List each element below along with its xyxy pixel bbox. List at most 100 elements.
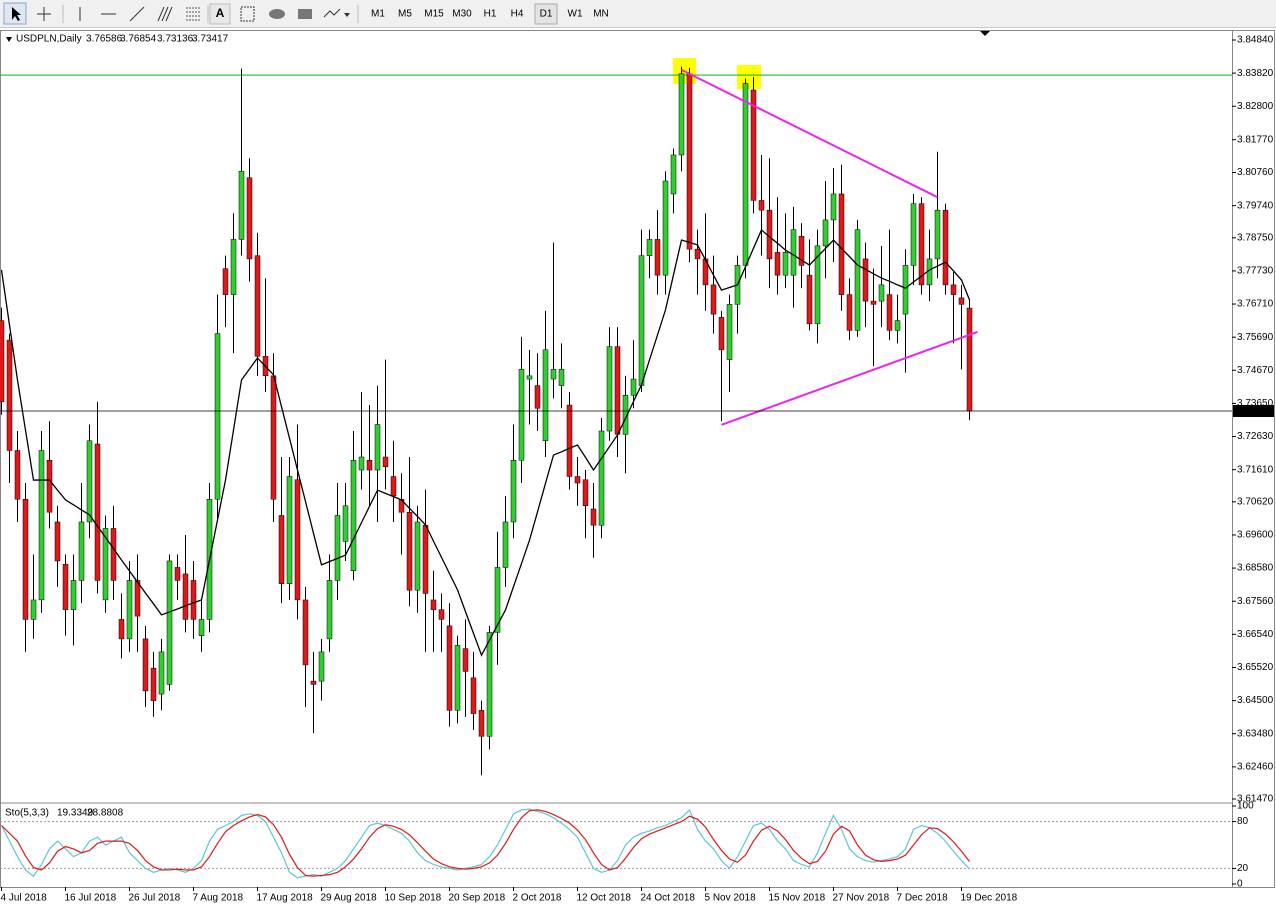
x-tick-label: 5 Nov 2018 [705,893,757,904]
indicator-signal-value: 28.8808 [87,808,124,819]
candle-body [62,563,69,610]
timeframe-button[interactable]: M30 [452,9,472,20]
candle-body [22,498,29,620]
candle-body [46,460,53,513]
x-tick-label: 16 Jul 2018 [65,893,117,904]
candle-body [214,333,221,500]
x-tick-label: 26 Jul 2018 [129,893,181,904]
rect-icon[interactable] [298,9,312,19]
candle-body [358,456,365,471]
candle-body [190,580,197,620]
text-button[interactable] [209,3,231,25]
candle-body [334,515,341,581]
candle-body [110,528,117,581]
candle-body [270,375,277,500]
candle-body [134,580,141,617]
candle-body [374,424,381,471]
candle-body [414,521,421,591]
candle-body [894,320,901,331]
timeframe-button[interactable]: M15 [424,9,444,20]
y-tick-label: 20 [1237,863,1249,874]
y-tick-label: 3.74670 [1237,365,1274,376]
channel-icon[interactable] [157,6,173,22]
candle-body [342,505,349,542]
x-tick-label: 4 Jul 2018 [1,893,48,904]
symbol-title: USDPLN,Daily [16,34,82,45]
y-tick-label: 3.82800 [1237,101,1274,112]
trendline-icon[interactable] [129,6,145,22]
candle-body [502,521,509,568]
candle-body [606,346,613,432]
y-tick-label: 3.75690 [1237,332,1274,343]
timeframe-button[interactable]: H1 [484,9,497,20]
candle-body [430,599,437,610]
indicator-main-value: 19.3349 [57,808,94,819]
candle-body [222,268,229,295]
candle-body [526,375,533,380]
candle-body [798,235,805,266]
timeframe-button[interactable]: D1 [540,9,553,20]
candle-body [174,567,181,581]
indicator-title: Sto(5,3,3) [5,808,49,819]
candle-body [350,460,357,571]
candle-body [678,73,685,156]
candle-body [918,203,925,286]
candle-body [550,369,557,380]
fibo-icon[interactable] [186,7,200,21]
timeframe-button[interactable]: M1 [371,9,385,20]
candle-body [542,349,549,442]
y-tick-label: 3.66540 [1237,629,1274,640]
plot: 3.84840 3.83820 3.82800 3.81770 3.80760 3.797… [0,35,1274,904]
candle-body [574,476,581,484]
text-tool-label: A [216,6,225,20]
candle-body [670,154,677,195]
candle-body [14,450,21,500]
timeframe-button[interactable]: M5 [398,9,412,20]
candle-body [838,193,845,295]
candle-body [902,265,909,315]
candle-body [470,677,477,714]
candle-body [38,450,45,601]
candle-body [942,209,949,286]
timeframe-button[interactable]: H4 [511,9,524,20]
y-tick-label: 3.76710 [1237,299,1274,310]
candle-body [126,580,133,640]
chart-shift-marker [980,31,990,36]
moving-average [0,228,971,657]
candle-body [750,89,757,201]
y-tick-label: 80 [1237,816,1249,827]
candle-body [558,369,565,386]
candle-body [710,284,717,315]
candle-body [494,567,501,633]
header-close: 3.73417 [192,34,229,45]
x-tick-label: 20 Sep 2018 [449,893,506,904]
candle-body [158,651,165,695]
header-low: 3.73136 [157,34,194,45]
shapes-icon[interactable] [323,8,341,18]
label-icon[interactable] [240,6,255,22]
ellipse-icon[interactable] [269,9,285,19]
candle-body [910,203,917,266]
y-tick-label: 3.73650 [1237,398,1274,409]
y-tick-label: 3.64500 [1237,695,1274,706]
candle-body [198,619,205,636]
candle-body [366,460,373,471]
dropdown-icon[interactable] [344,13,350,17]
candle-body [822,219,829,247]
candle-body [246,177,253,260]
candle-body [326,580,333,640]
y-tick-label: 3.79740 [1237,200,1274,211]
candle-body [0,320,5,403]
candle-body [870,300,877,305]
timeframe-button[interactable]: MN [593,9,609,20]
price-label: 3.73417 [1236,406,1273,417]
timeframe-active [534,3,558,25]
y-tick-label: 3.84840 [1237,35,1274,46]
x-tick-label: 19 Dec 2018 [961,893,1018,904]
candle-body [102,528,109,601]
candle-body [238,170,245,240]
candle-body [462,648,469,672]
timeframe-button[interactable]: W1 [568,9,583,20]
crosshair-icon[interactable] [37,7,51,21]
